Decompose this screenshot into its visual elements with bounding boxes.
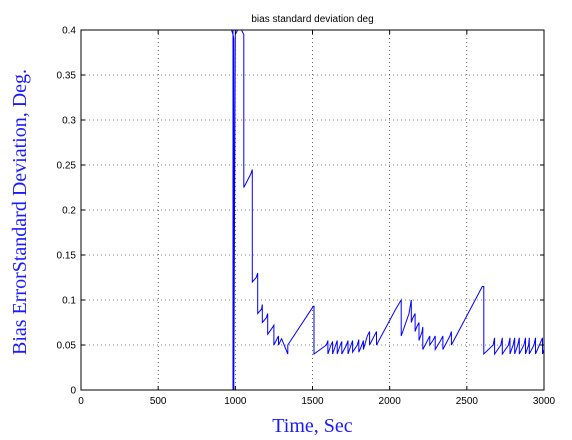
y-tick-label: 0.15 xyxy=(57,251,77,262)
series-line xyxy=(230,29,545,391)
x-tick-label: 2500 xyxy=(456,396,479,407)
y-tick-label: 0.2 xyxy=(62,206,76,217)
y-axis-label: Bias ErrorStandard Deviation, Deg. xyxy=(9,69,31,355)
x-tick-label: 500 xyxy=(150,396,167,407)
y-tick-label: 0.1 xyxy=(62,296,76,307)
x-axis-label: Time, Sec xyxy=(272,415,353,437)
x-tick-label: 1500 xyxy=(301,396,324,407)
y-tick-label: 0.4 xyxy=(62,26,76,37)
ticks: 0 500 1000 1500 2000 2500 3000 0 0.05 0.1 0.15 0.2 0… xyxy=(57,26,556,408)
chart-title: bias standard deviation deg xyxy=(251,14,373,25)
x-tick-label: 1000 xyxy=(224,396,247,407)
x-tick-label: 0 xyxy=(78,396,84,407)
x-tick-label: 2000 xyxy=(379,396,402,407)
x-tick-label: 3000 xyxy=(533,396,556,407)
y-tick-label: 0.05 xyxy=(57,341,77,352)
y-tick-label: 0 xyxy=(70,386,76,397)
y-tick-label: 0.35 xyxy=(57,71,77,82)
y-tick-label: 0.25 xyxy=(57,161,77,172)
y-tick-label: 0.3 xyxy=(62,116,76,127)
plot-area xyxy=(230,29,545,391)
